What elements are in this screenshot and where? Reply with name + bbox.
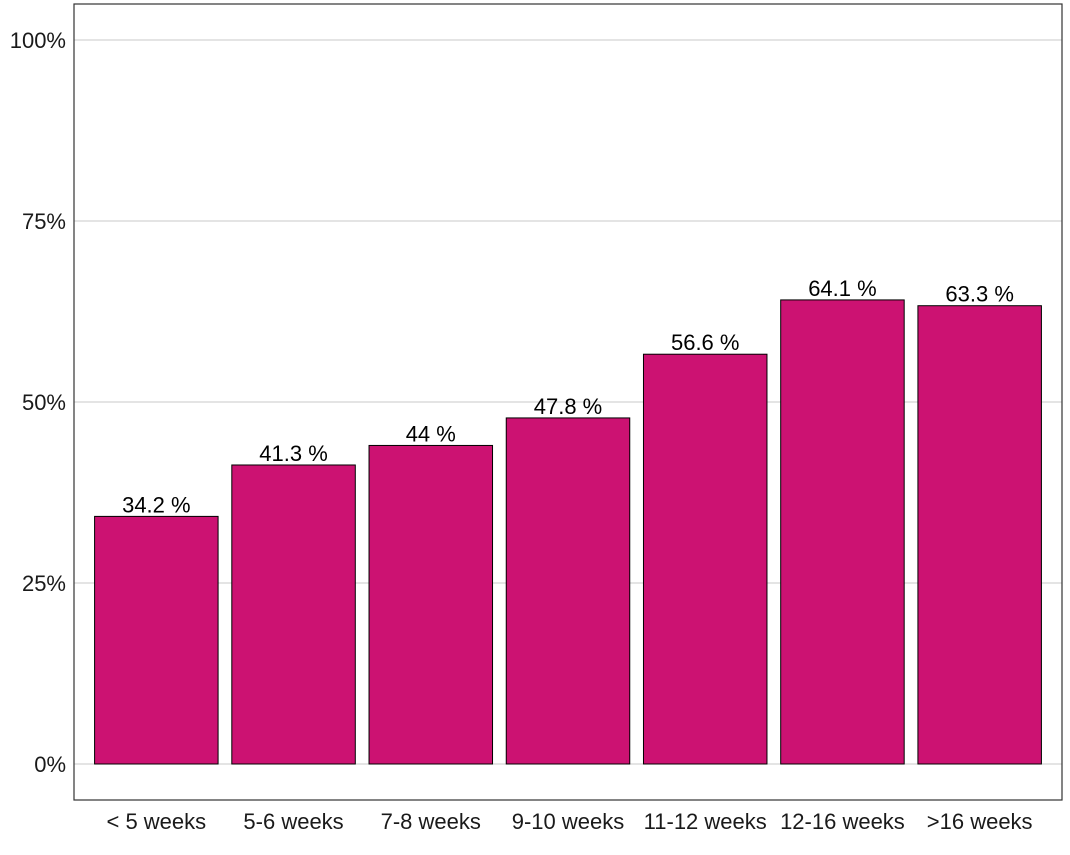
bar (368, 444, 494, 765)
bar (94, 515, 219, 765)
x-tick-label: < 5 weeks (106, 809, 206, 834)
y-axis-ticks: 0% 25% 50% 75% 100% (10, 28, 66, 777)
plot-panel-border (73, 3, 1063, 801)
bar (917, 305, 1042, 765)
x-tick-label: 12-16 weeks (780, 809, 905, 834)
y-tick-label: 25% (22, 571, 66, 596)
y-tick-label: 75% (22, 209, 66, 234)
bar (505, 417, 631, 765)
bar-value-label: 64.1 % (808, 276, 877, 301)
bar-value-label: 47.8 % (534, 394, 603, 419)
bar-value-label: 41.3 % (259, 441, 328, 466)
bar-value-label: 63.3 % (945, 282, 1014, 307)
data-labels: 34.2 % 41.3 % 44 % 47.8 % 56.6 % 64.1 % 63.3 % (122, 276, 1014, 517)
bar-value-label: 56.6 % (671, 330, 740, 355)
x-tick-label: 5-6 weeks (243, 809, 343, 834)
y-tick-label: 50% (22, 390, 66, 415)
bar (231, 464, 356, 765)
x-tick-label: 11-12 weeks (644, 809, 767, 834)
bar (780, 299, 905, 765)
bar-value-label: 44 % (406, 421, 456, 446)
x-tick-label: 7-8 weeks (381, 809, 481, 834)
bar (642, 353, 768, 765)
x-tick-label: 9-10 weeks (512, 809, 625, 834)
bars (94, 299, 1042, 765)
y-tick-label: 0% (34, 752, 66, 777)
x-axis-ticks: < 5 weeks 5-6 weeks 7-8 weeks 9-10 weeks 11-… (106, 809, 1032, 834)
y-tick-label: 100% (10, 28, 66, 53)
x-tick-label: >16 weeks (927, 809, 1033, 834)
bar-value-label: 34.2 % (122, 492, 191, 517)
